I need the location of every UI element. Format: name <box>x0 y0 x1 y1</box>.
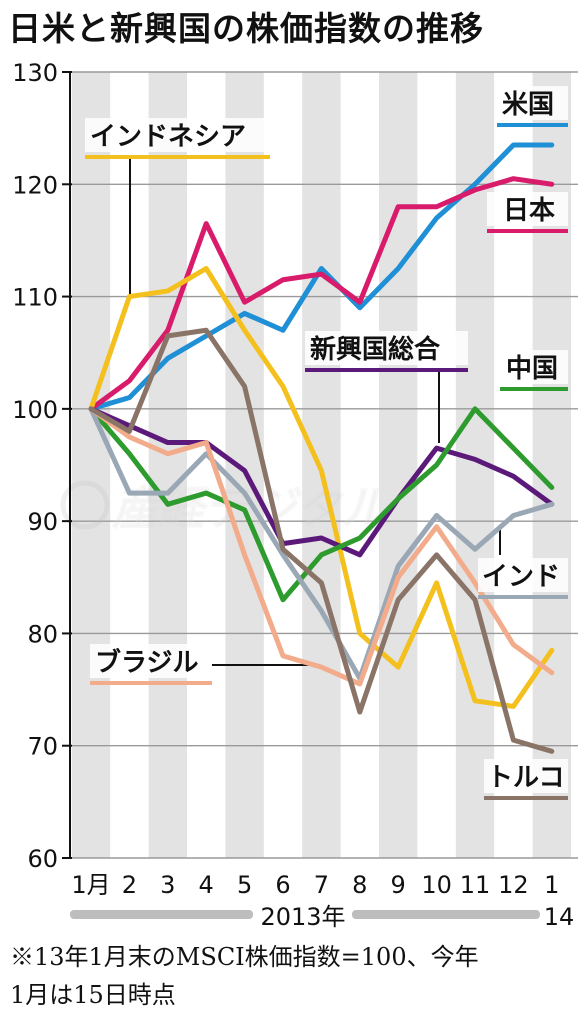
x-tick-label: 1月 <box>71 871 110 899</box>
label-backdrop <box>85 118 270 152</box>
footnote: ※13年1月末のMSCI株価指数=100、今年 1月は15日時点 <box>10 938 479 1014</box>
x-tick-label: 4 <box>199 871 214 899</box>
series-line-7 <box>88 327 555 754</box>
y-axis: 60 70 80 90 100 110 120 130 <box>12 59 72 873</box>
y-tick-label: 100 <box>12 396 58 424</box>
label-backdrop <box>487 192 568 226</box>
chart-title: 日米と新興国の株価指数の推移 <box>8 9 484 48</box>
x-tick-label: 12 <box>498 871 529 899</box>
label-backdrop <box>500 350 568 384</box>
series-label-4: 中国 <box>506 354 558 384</box>
x-tick-label: 6 <box>275 871 290 899</box>
series-lines <box>88 142 555 754</box>
x-tick-label: 9 <box>391 871 406 899</box>
y-tick-label: 130 <box>12 59 58 87</box>
series-label-7: トルコ <box>487 763 564 793</box>
series-line-1 <box>88 176 555 412</box>
label-backdrop <box>497 86 568 120</box>
x-tick-label: 7 <box>314 871 329 899</box>
series-line-0 <box>88 142 555 412</box>
year-label-2013: 2013年 <box>260 903 345 931</box>
series-line-3 <box>88 406 555 558</box>
year-bar: 2013年 14 <box>70 903 574 931</box>
month-band <box>71 72 111 858</box>
footnote-line-1: ※13年1月末のMSCI株価指数=100、今年 <box>10 943 479 971</box>
series-label-1: 日本 <box>503 196 555 226</box>
y-tick-label: 60 <box>27 845 58 873</box>
month-band <box>148 72 187 858</box>
y-tick-label: 110 <box>12 284 58 312</box>
y-tick-label: 120 <box>12 171 58 199</box>
series-line-6 <box>88 406 555 687</box>
y-tick-label: 80 <box>27 620 58 648</box>
year-label-14: 14 <box>544 903 575 931</box>
y-tick-label: 70 <box>27 733 58 761</box>
month-band <box>225 72 264 858</box>
series-label-6: ブラジル <box>95 647 198 678</box>
gridlines <box>68 71 578 859</box>
footnote-line-2: 1月は15日時点 <box>10 981 176 1009</box>
x-tick-label: 1 <box>544 871 559 899</box>
series-label-5: インド <box>482 562 560 592</box>
month-band <box>379 72 418 858</box>
x-tick-label: 11 <box>460 871 491 899</box>
label-backdrop <box>478 558 568 592</box>
series-label-0: 米国 <box>502 90 554 120</box>
series-label-2: インドネシア <box>90 122 246 152</box>
x-axis: 1月 2 3 4 5 6 7 8 9 10 11 12 1 <box>71 871 559 899</box>
series-line-2 <box>88 266 555 709</box>
month-band <box>532 72 571 858</box>
label-backdrop <box>90 644 212 678</box>
y-tick-label: 90 <box>27 508 58 536</box>
x-tick-label: 5 <box>237 871 252 899</box>
label-leader-lines <box>129 159 501 666</box>
x-tick-label: 8 <box>352 871 367 899</box>
x-tick-label: 3 <box>160 871 175 899</box>
series-line-5 <box>88 406 555 681</box>
x-tick-label: 2 <box>122 871 137 899</box>
x-tick-label: 10 <box>421 871 452 899</box>
series-line-4 <box>88 406 555 603</box>
series-label-3: 新興国総合 <box>310 334 441 365</box>
label-backdrop <box>484 759 568 793</box>
label-backdrop <box>305 331 468 365</box>
